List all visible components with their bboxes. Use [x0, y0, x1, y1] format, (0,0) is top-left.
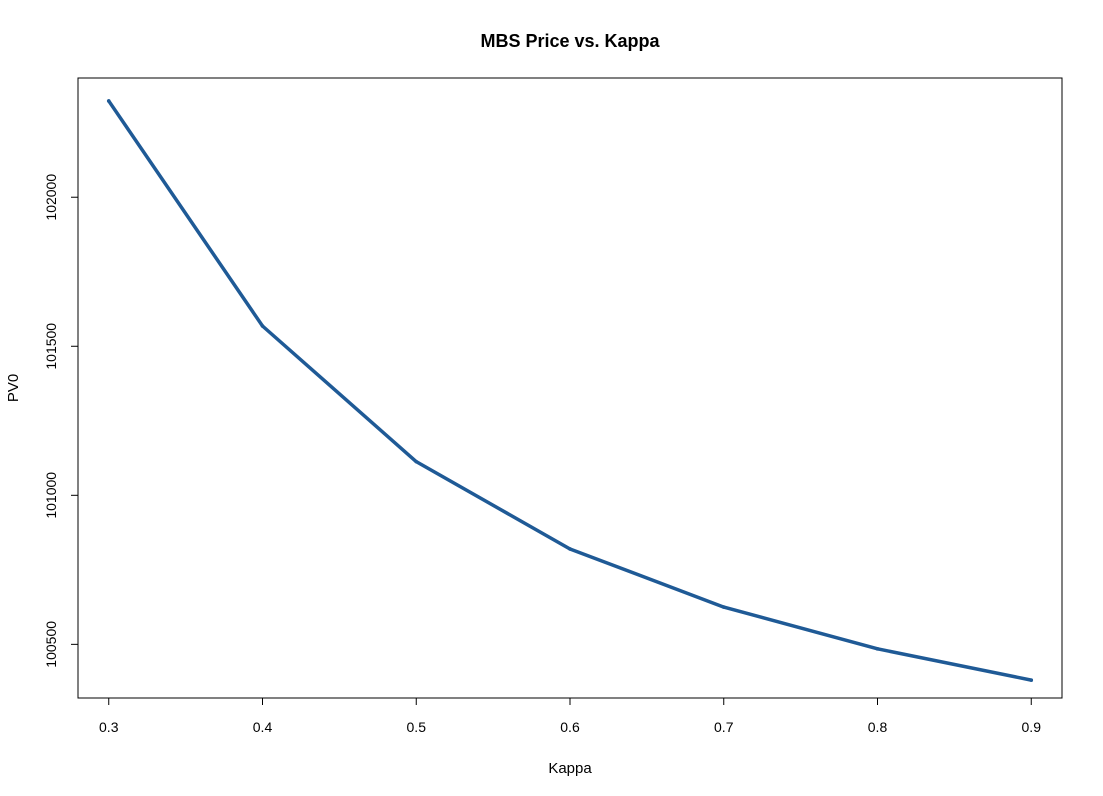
plot-frame — [77, 77, 1063, 699]
data-point — [1029, 678, 1034, 682]
x-tick-label: 0.5 — [407, 719, 427, 735]
x-axis-label: Kappa — [548, 760, 592, 777]
x-tick-label: 0.3 — [99, 719, 119, 735]
y-axis-label: PV0 — [5, 374, 22, 402]
y-tick-label: 100500 — [43, 621, 59, 668]
y-axis: 100500 101000 101500 102000 — [43, 174, 78, 668]
series-layer — [106, 99, 1034, 682]
x-tick-label: 0.7 — [714, 719, 734, 735]
x-tick-label: 0.8 — [868, 719, 888, 735]
data-point — [721, 605, 726, 609]
y-tick-label: 101000 — [43, 472, 59, 519]
data-point — [414, 459, 419, 464]
data-point — [875, 647, 880, 651]
x-tick-label: 0.4 — [253, 719, 273, 735]
data-point — [568, 547, 572, 551]
y-tick-label: 102000 — [43, 174, 59, 221]
x-axis: 0.3 0.4 0.5 0.6 0.7 0.8 0.9 — [99, 698, 1041, 735]
y-tick-label: 101500 — [43, 323, 59, 370]
x-tick-label: 0.6 — [560, 719, 580, 735]
data-point — [106, 99, 111, 103]
x-tick-label: 0.9 — [1022, 719, 1042, 735]
series-line — [107, 99, 1033, 682]
chart-title: MBS Price vs. Kappa — [480, 31, 660, 51]
data-point — [260, 324, 265, 328]
